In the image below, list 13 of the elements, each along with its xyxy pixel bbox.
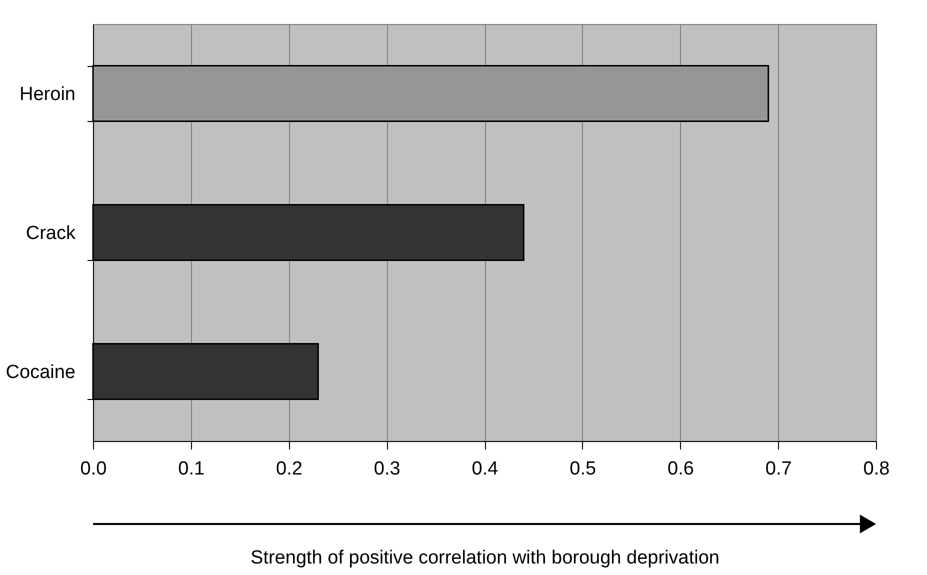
x-tick-label: 0.6 [668, 458, 694, 480]
y-tick-label: Crack [26, 223, 76, 244]
x-tick-label: 0.5 [570, 458, 596, 480]
x-tick-label: 0.0 [80, 458, 107, 480]
x-tick-label: 0.2 [276, 458, 302, 480]
x-tick-label: 0.4 [472, 458, 499, 480]
x-tick-label: 0.1 [178, 458, 205, 480]
x-axis-title: Strength of positive correlation with borough deprivation [250, 548, 720, 568]
x-tick-label: 0.8 [863, 458, 890, 480]
x-tick-label: 0.7 [765, 458, 792, 480]
x-tick-label: 0.3 [374, 458, 400, 480]
y-tick-label: Heroin [20, 84, 76, 105]
y-tick-label: Cocaine [6, 362, 76, 383]
